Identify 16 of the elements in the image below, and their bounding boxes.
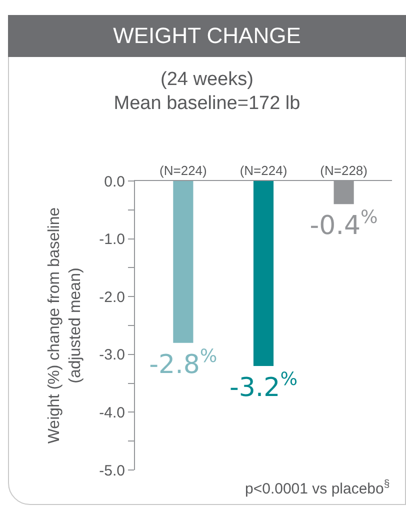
data-label: -0.4$^{%}$ xyxy=(310,207,378,242)
y-axis-title: Weight (%) change from baseline (adjusted mean) xyxy=(46,207,84,444)
y-tick-label: 0.0 xyxy=(104,173,125,190)
x-tick-label: (N=224) xyxy=(160,162,207,178)
x-tick-label: (N=224) xyxy=(240,162,288,178)
text: p<0.0001 vs placebo$^{§}$ xyxy=(245,478,390,498)
y-tick-label: -3.0 xyxy=(99,346,125,364)
data-label: -3.2$^{%}$ xyxy=(229,368,298,403)
data-label: -2.8$^{%}$ xyxy=(149,346,218,380)
y-tick-label: -2.0 xyxy=(99,288,125,306)
chart-subtitle: (24 weeks) Mean baseline=172 lb xyxy=(112,68,302,116)
y-tick-label: -1.0 xyxy=(99,231,125,248)
y-tick-label: -4.0 xyxy=(99,404,125,422)
y-tick-label: -5.0 xyxy=(99,462,125,480)
chart-title: WEIGHT CHANGE xyxy=(8,15,406,57)
x-tick-label: (N=228) xyxy=(320,162,368,178)
